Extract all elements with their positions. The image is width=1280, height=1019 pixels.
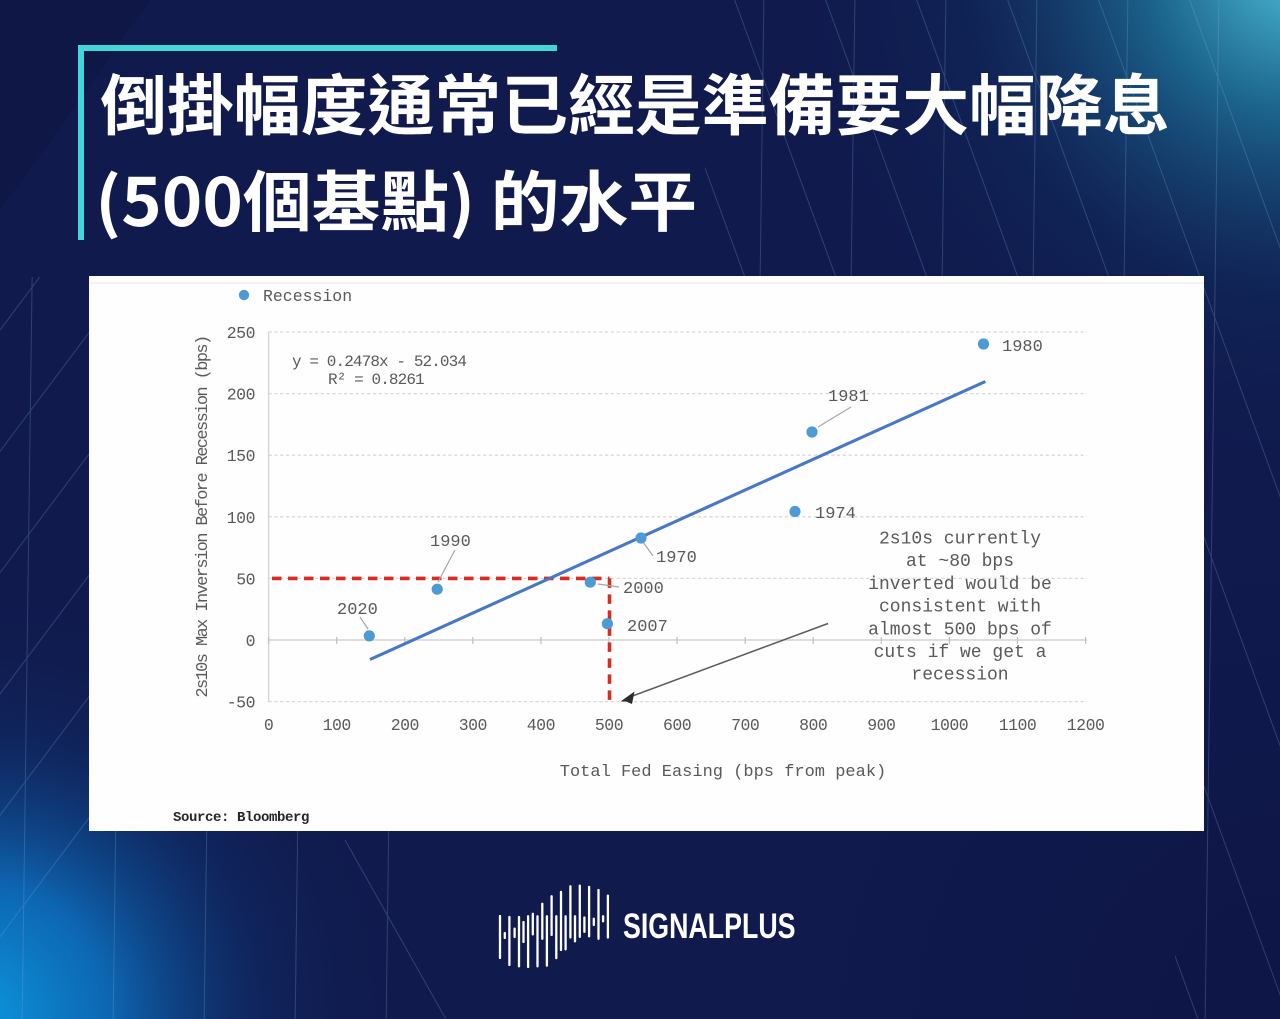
svg-text:100: 100 xyxy=(323,716,351,735)
svg-text:150: 150 xyxy=(227,447,255,466)
svg-text:100: 100 xyxy=(227,509,255,528)
svg-text:50: 50 xyxy=(236,570,255,589)
svg-text:600: 600 xyxy=(663,716,691,735)
svg-text:900: 900 xyxy=(867,716,895,735)
svg-text:800: 800 xyxy=(799,716,827,735)
svg-text:SIGNALPLUS: SIGNALPLUS xyxy=(623,907,796,946)
svg-text:consistent with: consistent with xyxy=(879,598,1041,618)
svg-text:R² = 0.8261: R² = 0.8261 xyxy=(328,371,424,389)
svg-text:1974: 1974 xyxy=(815,505,856,524)
svg-text:1000: 1000 xyxy=(931,716,969,735)
svg-text:300: 300 xyxy=(459,716,487,735)
svg-text:Recession: Recession xyxy=(263,287,352,306)
svg-text:almost 500 bps of: almost 500 bps of xyxy=(868,620,1052,640)
svg-text:1981: 1981 xyxy=(828,388,869,407)
svg-text:-50: -50 xyxy=(227,694,255,713)
svg-text:2007: 2007 xyxy=(627,618,668,637)
svg-text:1980: 1980 xyxy=(1002,338,1043,357)
svg-text:400: 400 xyxy=(527,716,555,735)
svg-text:0: 0 xyxy=(264,716,273,735)
svg-text:2000: 2000 xyxy=(623,580,664,599)
svg-text:1200: 1200 xyxy=(1067,716,1105,735)
svg-text:at ~80 bps: at ~80 bps xyxy=(906,552,1014,572)
svg-text:500: 500 xyxy=(595,716,623,735)
svg-text:700: 700 xyxy=(731,716,759,735)
svg-text:250: 250 xyxy=(227,324,255,343)
svg-text:1970: 1970 xyxy=(656,549,697,568)
svg-text:inverted would be: inverted would be xyxy=(868,575,1052,595)
svg-text:cuts if we get a: cuts if we get a xyxy=(874,643,1047,663)
svg-text:2020: 2020 xyxy=(337,601,378,620)
svg-text:y = 0.2478x - 52.034: y = 0.2478x - 52.034 xyxy=(292,353,466,371)
svg-text:recession: recession xyxy=(911,666,1008,686)
svg-text:Source: Bloomberg: Source: Bloomberg xyxy=(173,810,309,826)
svg-text:1100: 1100 xyxy=(999,716,1037,735)
svg-text:200: 200 xyxy=(227,386,255,405)
svg-text:2s10s Max Inversion Before Rec: 2s10s Max Inversion Before Recession (bp… xyxy=(194,336,213,697)
svg-text:2s10s currently: 2s10s currently xyxy=(879,530,1041,550)
svg-text:0: 0 xyxy=(246,632,255,651)
svg-text:Total Fed Easing (bps from pea: Total Fed Easing (bps from peak) xyxy=(560,763,886,782)
svg-text:1990: 1990 xyxy=(430,533,471,552)
svg-text:200: 200 xyxy=(391,716,419,735)
